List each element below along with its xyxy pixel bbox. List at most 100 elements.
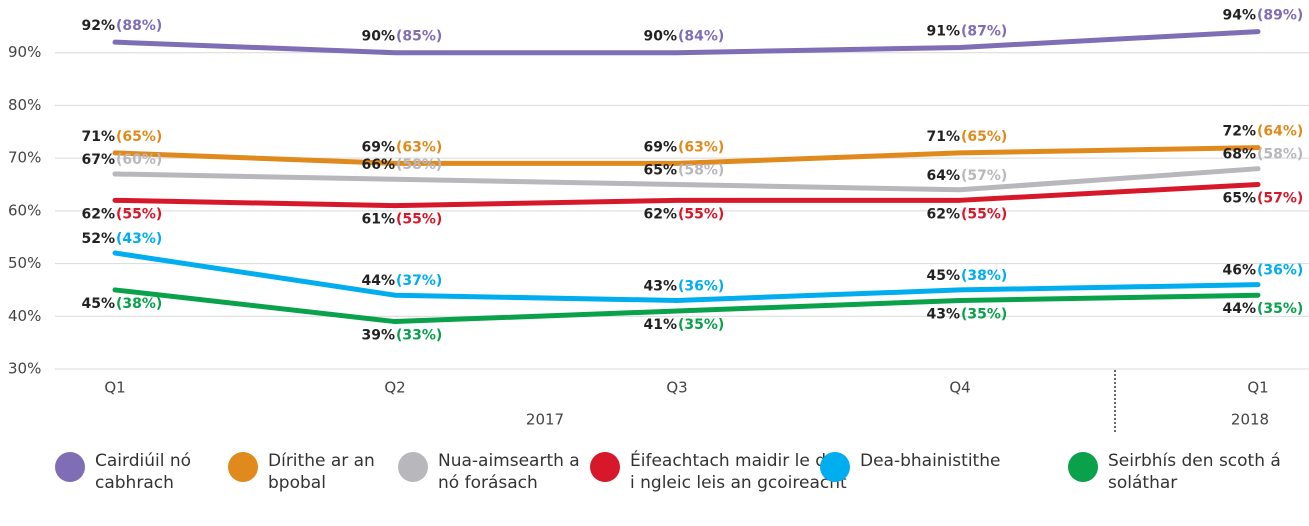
year-label: 2018: [1231, 411, 1269, 429]
legend-item: Seirbhís den scoth á soláthar: [1068, 450, 1308, 494]
comparison-label: (55%): [396, 212, 442, 228]
y-tick-label: 80%: [8, 96, 41, 114]
comparison-label: (35%): [1257, 301, 1303, 317]
data-label: 62%: [643, 206, 677, 222]
data-label: 44%: [1222, 301, 1256, 317]
comparison-label: (36%): [1257, 263, 1303, 279]
legend-swatch: [228, 452, 258, 482]
data-label: 62%: [81, 206, 115, 222]
comparison-label: (55%): [116, 206, 162, 222]
data-label: 43%: [643, 278, 677, 294]
legend-swatch: [398, 452, 428, 482]
year-label: 2017: [526, 411, 564, 429]
comparison-label: (64%): [1257, 124, 1303, 140]
series-line: [112, 182, 1261, 209]
data-label: 91%: [926, 23, 960, 39]
comparison-label: (65%): [116, 129, 162, 145]
comparison-label: (88%): [116, 18, 162, 34]
x-tick-label: Q1: [1247, 379, 1268, 397]
data-label: 68%: [1222, 147, 1256, 163]
y-tick-label: 70%: [8, 149, 41, 167]
comparison-label: (85%): [396, 29, 442, 45]
data-label: 69%: [643, 139, 677, 155]
y-tick-label: 40%: [8, 307, 41, 325]
legend-swatch: [820, 452, 850, 482]
data-label: 61%: [361, 212, 395, 228]
comparison-label: (58%): [396, 157, 442, 173]
comparison-label: (38%): [116, 296, 162, 312]
comparison-label: (33%): [396, 328, 442, 344]
legend-item: Éifeachtach maidir le dul i ngleic leis …: [590, 450, 850, 494]
data-label: 71%: [926, 129, 960, 145]
comparison-label: (35%): [678, 317, 724, 333]
legend-label: Cairdiúil nó cabhrach: [95, 451, 192, 493]
comparison-label: (36%): [678, 278, 724, 294]
data-label: 45%: [81, 296, 115, 312]
data-label: 67%: [81, 152, 115, 168]
data-label: 71%: [81, 129, 115, 145]
data-label: 69%: [361, 139, 395, 155]
data-label: 66%: [361, 157, 395, 173]
data-label: 39%: [361, 328, 395, 344]
series-line: [112, 29, 1261, 56]
legend: Cairdiúil nó cabhrach Dírithe ar an bpoba…: [0, 450, 1309, 526]
data-label: 65%: [643, 163, 677, 179]
data-label: 62%: [926, 206, 960, 222]
legend-label: Dea-bhainistithe: [860, 451, 1001, 471]
legend-label: Seirbhís den scoth á soláthar: [1108, 451, 1281, 493]
legend-label: Nua-aimsearth a nó forásach: [438, 451, 580, 493]
legend-item: Dírithe ar an bpobal: [228, 450, 388, 494]
comparison-label: (63%): [396, 139, 442, 155]
legend-item: Dea-bhainistithe: [820, 450, 1040, 482]
data-label: 44%: [361, 273, 395, 289]
comparison-label: (57%): [961, 168, 1007, 184]
x-tick-label: Q4: [949, 379, 970, 397]
data-label: 90%: [361, 29, 395, 45]
legend-label: Éifeachtach maidir le dul i ngleic leis …: [630, 451, 847, 493]
data-label: 52%: [81, 231, 115, 247]
comparison-label: (58%): [678, 163, 724, 179]
data-label: 90%: [643, 29, 677, 45]
x-tick-label: Q3: [666, 379, 687, 397]
data-label: 41%: [643, 317, 677, 333]
comparison-label: (60%): [116, 152, 162, 168]
series-line: [112, 287, 1261, 325]
series-line: [112, 250, 1261, 303]
comparison-label: (87%): [961, 23, 1007, 39]
legend-swatch: [590, 452, 620, 482]
data-label: 92%: [81, 18, 115, 34]
comparison-label: (57%): [1257, 191, 1303, 207]
comparison-label: (65%): [961, 129, 1007, 145]
y-tick-label: 50%: [8, 254, 41, 272]
data-label: 46%: [1222, 263, 1256, 279]
legend-item: Cairdiúil nó cabhrach: [55, 450, 225, 494]
legend-item: Nua-aimsearth a nó forásach: [398, 450, 598, 494]
x-tick-label: Q2: [384, 379, 405, 397]
comparison-label: (58%): [1257, 147, 1303, 163]
x-tick-label: Q1: [104, 379, 125, 397]
data-label: 43%: [926, 306, 960, 322]
data-label: 45%: [926, 268, 960, 284]
legend-swatch: [1068, 452, 1098, 482]
comparison-label: (84%): [678, 29, 724, 45]
comparison-label: (55%): [961, 206, 1007, 222]
comparison-label: (38%): [961, 268, 1007, 284]
y-tick-label: 30%: [8, 360, 41, 378]
comparison-label: (63%): [678, 139, 724, 155]
comparison-label: (43%): [116, 231, 162, 247]
comparison-label: (89%): [1257, 8, 1303, 24]
y-tick-label: 90%: [8, 43, 41, 61]
comparison-label: (37%): [396, 273, 442, 289]
series-line: [112, 166, 1261, 193]
data-label: 65%: [1222, 191, 1256, 207]
data-label: 94%: [1222, 8, 1256, 24]
comparison-label: (35%): [961, 306, 1007, 322]
y-tick-label: 60%: [8, 201, 41, 219]
series-line: [112, 145, 1261, 166]
chart: 2017 2018 30% 40% 50% 60% 70% 80% 90% Q1 Q2 Q3 Q4 Q…: [8, 8, 1309, 432]
legend-label: Dírithe ar an bpobal: [268, 451, 375, 493]
data-label: 72%: [1222, 124, 1256, 140]
comparison-label: (55%): [678, 206, 724, 222]
data-label: 64%: [926, 168, 960, 184]
